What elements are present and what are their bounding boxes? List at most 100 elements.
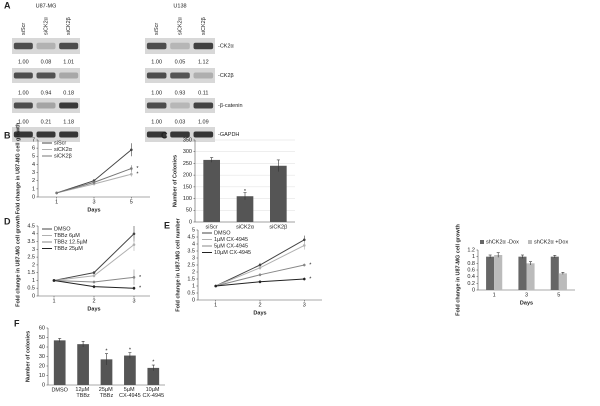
quantification: 1.00: [151, 59, 162, 65]
y-tick-label: 2: [32, 262, 35, 268]
blot-band: [193, 42, 214, 50]
blot-background: [12, 98, 80, 113]
lane-label: siScr: [154, 23, 160, 35]
legend-label: siCK2α: [54, 147, 73, 153]
y-tick-label: 6: [32, 146, 35, 152]
y-tick-label: 20: [39, 363, 45, 369]
blot-background: [12, 38, 80, 54]
blot-band: [36, 131, 56, 138]
point: [92, 285, 96, 288]
legend-label: TBBz 12.5µM: [54, 239, 88, 245]
legend-label: 5µM CX-4945: [214, 243, 248, 249]
y-axis-label: Fold change in U87-MG cell growth: [455, 224, 461, 316]
bar: [518, 256, 527, 290]
x-tick-label: 25µM TBBz: [99, 387, 114, 399]
x-tick-label: 5: [130, 199, 133, 205]
legend-label: TBBz 6µM: [54, 233, 80, 239]
bar: [53, 340, 66, 385]
bar: [203, 159, 220, 222]
blot-band: [13, 102, 33, 109]
blot-band: [170, 42, 190, 50]
band-label: -β-catenin: [218, 103, 243, 109]
cell-line-label: U87-MG: [36, 3, 57, 9]
band-label: -CK2β: [218, 73, 234, 79]
legend-label: siScr: [54, 140, 66, 146]
lane-label: siCK2β: [66, 17, 72, 35]
blot-band: [13, 42, 33, 50]
panel-letter: E: [164, 220, 170, 230]
y-tick-label: 4: [32, 162, 35, 168]
legend-swatch: [528, 240, 532, 244]
bar: [550, 256, 559, 290]
y-tick-label: 4: [192, 241, 195, 247]
y-tick-label: 1: [472, 254, 475, 260]
y-axis-label: Number of colonies: [25, 331, 31, 382]
panel-letter: B: [4, 130, 11, 140]
legend-label: shCK2α -Dox: [486, 239, 519, 245]
y-axis-label: Fold change in U87-MG cell number: [175, 217, 181, 311]
y-tick-label: 0: [192, 297, 195, 303]
x-tick-label: 12µM TBBz: [75, 387, 90, 399]
blot-band: [146, 102, 167, 109]
y-tick-label: 3: [192, 255, 195, 261]
quantification: 1.01: [63, 59, 74, 65]
y-tick-label: 0: [189, 219, 192, 225]
blot-background: [145, 38, 215, 54]
blot-band: [170, 131, 190, 138]
y-tick-label: 40: [39, 344, 45, 350]
point: [130, 167, 133, 170]
significance-mark: *: [136, 172, 139, 178]
blot-band: [36, 102, 56, 109]
y-tick-label: 2.5: [187, 262, 195, 268]
y-tick-label: 0: [32, 194, 35, 200]
y-tick-label: 50: [186, 208, 192, 214]
quantification: 1.00: [151, 90, 162, 96]
blot-background: [145, 98, 215, 113]
point: [302, 277, 306, 281]
blot-band: [59, 131, 79, 138]
quantification: 1.00: [18, 59, 29, 65]
significance-mark: *: [309, 276, 312, 282]
y-tick-label: 0.5: [187, 290, 195, 296]
point: [92, 280, 96, 284]
blot-band: [193, 102, 214, 109]
y-tick-label: 30: [39, 354, 45, 360]
lane-label: siCK2α: [43, 16, 49, 35]
x-tick-label: siCK2α: [236, 224, 255, 230]
x-tick-label: 1: [214, 302, 217, 308]
x-tick-label: siCK2β: [269, 224, 287, 230]
y-tick-label: 0.8: [467, 261, 475, 267]
x-tick-label: 1: [493, 292, 496, 298]
legend-label: DMSO: [54, 226, 71, 232]
x-axis-label: Days: [253, 310, 266, 316]
bar: [147, 367, 160, 385]
bar: [100, 359, 113, 385]
legend-label: DMSO: [214, 230, 231, 236]
y-tick-label: 1: [192, 283, 195, 289]
point: [92, 274, 96, 278]
point: [214, 284, 218, 288]
legend-label: siCK2β: [54, 153, 72, 159]
quantification: 0.21: [41, 119, 52, 125]
blot-band: [13, 131, 33, 138]
bar: [77, 344, 89, 385]
y-tick-label: 3.5: [27, 239, 35, 245]
quantification: 0.93: [175, 90, 186, 96]
point: [258, 266, 262, 270]
quantification: 1.00: [151, 119, 162, 125]
x-tick-label: 3: [303, 302, 306, 308]
quantification: 0.11: [198, 90, 208, 96]
quantification: 0.08: [41, 59, 52, 65]
y-tick-label: 4.5: [187, 234, 195, 240]
y-tick-label: 3.5: [187, 248, 195, 254]
point: [302, 238, 306, 242]
bar: [526, 263, 535, 290]
quantification: 1.09: [198, 119, 209, 125]
point: [132, 243, 136, 246]
bar: [486, 256, 495, 290]
significance-mark: *: [105, 348, 108, 354]
blot-band: [59, 72, 79, 79]
bar: [270, 165, 287, 222]
quantification: 0.03: [175, 119, 186, 125]
